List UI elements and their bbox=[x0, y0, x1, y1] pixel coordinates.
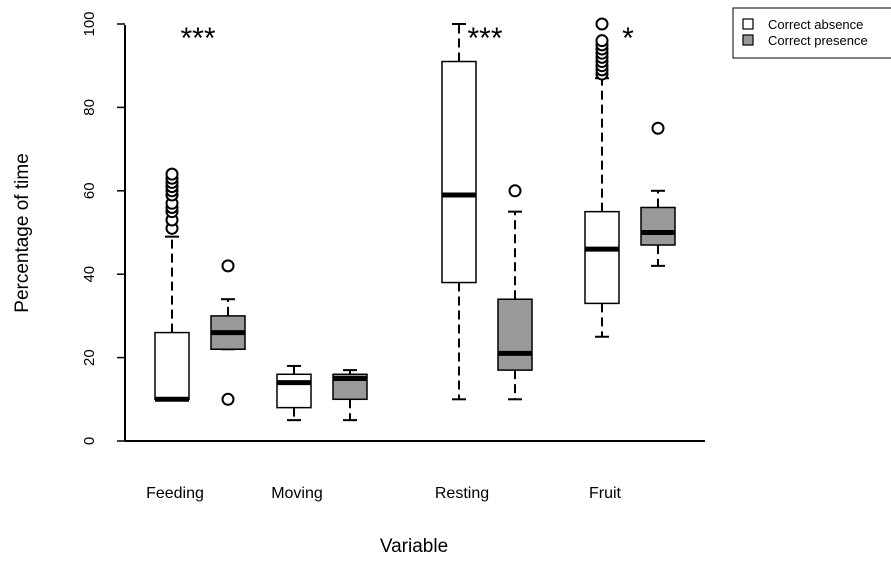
outlier-point bbox=[651, 121, 665, 135]
box-body bbox=[154, 331, 190, 401]
x-category-label: Fruit bbox=[589, 485, 622, 502]
y-tick-label: 40 bbox=[81, 266, 98, 283]
box-0-2 bbox=[441, 23, 477, 401]
box-body bbox=[640, 206, 676, 246]
legend-swatch-correct-presence bbox=[742, 34, 754, 46]
box-body bbox=[584, 210, 620, 305]
outlier-point bbox=[165, 167, 179, 181]
axes: Percentage of time Variable 0 20 40 60 80 100… bbox=[12, 11, 705, 557]
box-body bbox=[276, 373, 312, 409]
significance-label: *** bbox=[467, 22, 502, 55]
x-category-label: Moving bbox=[271, 485, 323, 502]
box-1-1 bbox=[332, 369, 368, 422]
outlier-point bbox=[508, 184, 522, 198]
legend-swatch-correct-absence bbox=[742, 18, 754, 30]
box-1-0 bbox=[210, 259, 246, 406]
box-1-3 bbox=[640, 121, 676, 267]
x-axis-title: Variable bbox=[380, 536, 448, 557]
outlier-point bbox=[221, 392, 235, 406]
outlier-point bbox=[595, 17, 609, 31]
significance-label: * bbox=[622, 22, 634, 55]
box-body bbox=[441, 60, 477, 284]
y-tick-label: 20 bbox=[81, 349, 98, 366]
y-tick-label: 80 bbox=[81, 99, 98, 116]
box-body bbox=[497, 298, 533, 371]
box-0-1 bbox=[276, 364, 312, 422]
legend-border bbox=[732, 7, 891, 59]
y-tick-label: 100 bbox=[81, 11, 98, 36]
y-axis-title: Percentage of time bbox=[12, 153, 33, 312]
x-category-label: Feeding bbox=[146, 485, 204, 502]
box-1-2 bbox=[497, 184, 533, 401]
box-0-3 bbox=[584, 17, 620, 338]
legend: Correct absence Correct presence bbox=[732, 7, 891, 59]
legend-label-correct-presence: Correct presence bbox=[768, 33, 868, 48]
y-tick-label: 0 bbox=[81, 437, 98, 445]
y-tick-label: 60 bbox=[81, 182, 98, 199]
x-category-label: Resting bbox=[435, 485, 489, 502]
box-0-0 bbox=[154, 167, 190, 402]
significance-label: *** bbox=[180, 22, 215, 55]
legend-label-correct-absence: Correct absence bbox=[768, 17, 863, 32]
plot-area: *** *** * bbox=[154, 17, 676, 422]
outlier-point bbox=[221, 259, 235, 273]
outlier-point bbox=[595, 34, 609, 48]
